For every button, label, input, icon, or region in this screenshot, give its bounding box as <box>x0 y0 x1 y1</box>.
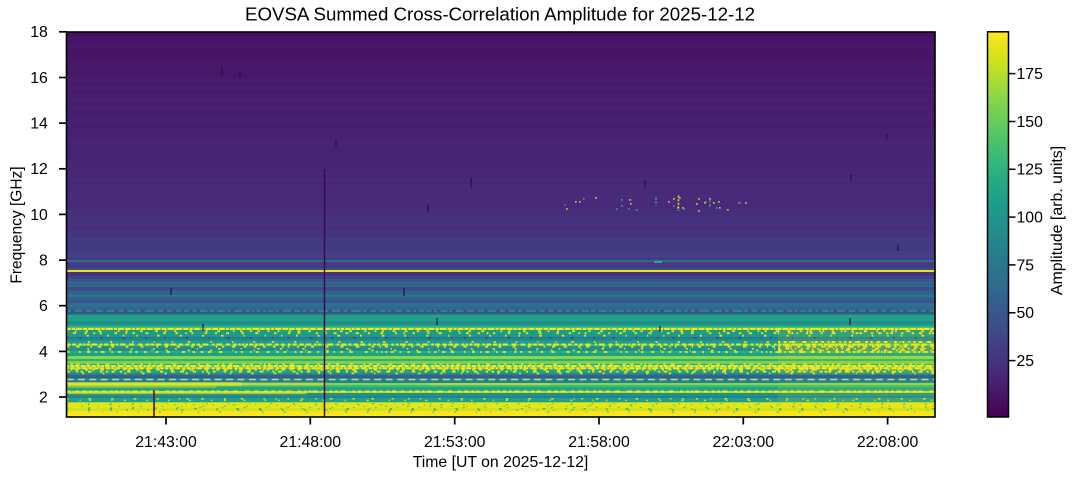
svg-text:100: 100 <box>1017 210 1044 227</box>
svg-text:Time [UT on 2025-12-12]: Time [UT on 2025-12-12] <box>413 454 589 471</box>
svg-text:22:03:00: 22:03:00 <box>713 434 775 451</box>
svg-text:4: 4 <box>39 344 48 361</box>
svg-text:18: 18 <box>30 24 48 41</box>
svg-text:25: 25 <box>1017 353 1035 370</box>
svg-text:125: 125 <box>1017 162 1044 179</box>
svg-text:21:48:00: 21:48:00 <box>280 434 342 451</box>
svg-text:50: 50 <box>1017 305 1035 322</box>
svg-text:22:08:00: 22:08:00 <box>857 434 919 451</box>
svg-text:175: 175 <box>1017 66 1044 83</box>
svg-text:Frequency [GHz]: Frequency [GHz] <box>9 166 26 283</box>
svg-text:8: 8 <box>39 252 48 269</box>
svg-text:150: 150 <box>1017 114 1044 131</box>
svg-text:2: 2 <box>39 389 48 406</box>
svg-text:21:53:00: 21:53:00 <box>424 434 486 451</box>
svg-text:16: 16 <box>30 70 48 87</box>
svg-text:12: 12 <box>30 161 48 178</box>
svg-text:10: 10 <box>30 207 48 224</box>
svg-text:Amplitude [arb. units]: Amplitude [arb. units] <box>1049 146 1066 295</box>
svg-text:EOVSA Summed Cross-Correlation: EOVSA Summed Cross-Correlation Amplitude… <box>245 4 755 25</box>
svg-text:21:43:00: 21:43:00 <box>135 434 197 451</box>
svg-text:6: 6 <box>39 298 48 315</box>
svg-text:75: 75 <box>1017 257 1035 274</box>
svg-text:21:58:00: 21:58:00 <box>568 434 630 451</box>
svg-text:14: 14 <box>30 116 48 133</box>
